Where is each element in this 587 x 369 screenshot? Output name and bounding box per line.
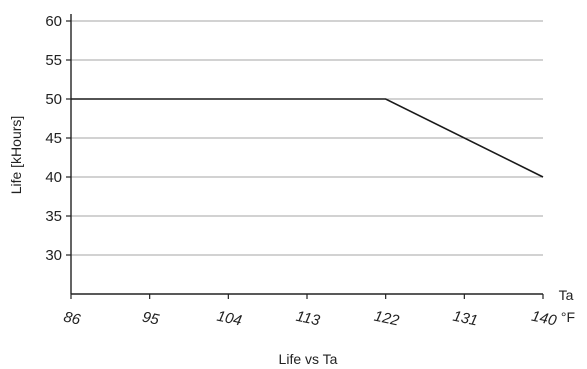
y-tick-label: 55 bbox=[45, 52, 62, 69]
x-tick-label: 122 bbox=[373, 308, 402, 330]
x-axis-unit: °F bbox=[561, 309, 575, 325]
y-tick-label: 35 bbox=[45, 208, 62, 225]
x-axis-title: Ta bbox=[559, 287, 574, 303]
y-axis-title: Life [kHours] bbox=[8, 116, 24, 195]
y-tick-label: 50 bbox=[45, 91, 62, 108]
x-axis: 86 95 104 113 122 131 140 bbox=[62, 293, 559, 330]
grid-lines bbox=[71, 20, 543, 256]
x-tick-label: 95 bbox=[141, 309, 161, 329]
x-tick-label: 140 bbox=[530, 308, 559, 330]
x-tick-label: 113 bbox=[294, 308, 322, 330]
x-tick-label: 131 bbox=[451, 308, 479, 330]
x-tick-label: 104 bbox=[215, 308, 243, 330]
y-tick-label: 30 bbox=[45, 247, 62, 264]
y-tick-label: 40 bbox=[45, 169, 62, 186]
x-tick-label: 86 bbox=[62, 309, 82, 329]
chart-title: Life vs Ta bbox=[279, 351, 338, 367]
y-tick-label: 60 bbox=[45, 13, 62, 30]
series-group bbox=[70, 98, 544, 178]
y-axis: 30 35 40 45 50 55 60 bbox=[45, 13, 72, 294]
y-tick-label: 45 bbox=[45, 130, 62, 147]
